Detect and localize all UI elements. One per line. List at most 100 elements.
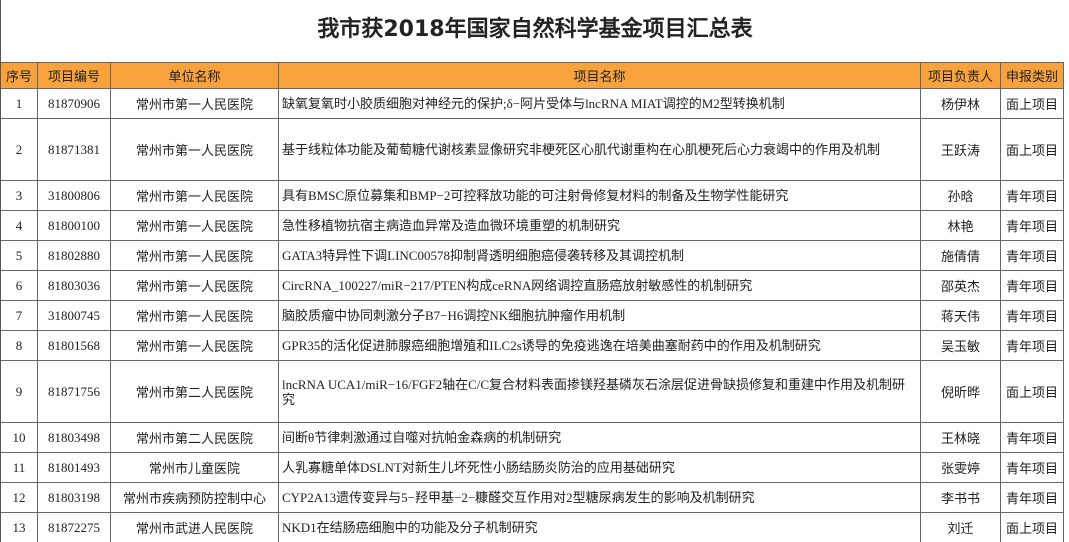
leader: 王林晓 <box>920 422 1001 453</box>
project-id: 81872275 <box>37 512 111 542</box>
category: 面上项目 <box>1000 88 1064 119</box>
project-name: 脑胶质瘤中协同刺激分子B7−H6调控NK细胞抗肿瘤作用机制 <box>278 300 921 331</box>
leader: 吴玉敏 <box>920 330 1001 361</box>
project-id: 81801568 <box>37 330 111 361</box>
table-row: 9 81871756 常州市第二人民医院 lncRNA UCA1/miR−16/FGF… <box>1 360 1064 423</box>
project-name: 具有BMSC原位募集和BMP−2可控释放功能的可注射骨修复材料的制备及生物学性能… <box>278 180 921 211</box>
category: 青年项目 <box>1000 180 1064 211</box>
unit-name: 常州市第二人民医院 <box>110 422 279 453</box>
project-id: 31800745 <box>37 300 111 331</box>
summary-table: 序号 项目编号 单位名称 项目名称 项目负责人 申报类别 1 81870906 常州市第一人民… <box>1 62 1064 542</box>
header-row: 序号 项目编号 单位名称 项目名称 项目负责人 申报类别 <box>1 62 1064 89</box>
unit-name: 常州市第一人民医院 <box>110 300 279 331</box>
project-name: 人乳寡糖单体DSLNT对新生儿坏死性小肠结肠炎防治的应用基础研究 <box>278 452 921 483</box>
row-number: 12 <box>1 482 38 513</box>
category: 面上项目 <box>1000 512 1064 542</box>
project-id: 81800100 <box>37 210 111 241</box>
row-number: 3 <box>1 180 38 211</box>
category: 青年项目 <box>1000 300 1064 331</box>
project-id: 81803198 <box>37 482 111 513</box>
project-name: GATA3特异性下调LINC00578抑制肾透明细胞癌侵袭转移及其调控机制 <box>278 240 921 271</box>
row-number: 5 <box>1 240 38 271</box>
unit-name: 常州市第二人民医院 <box>110 360 279 423</box>
row-number: 2 <box>1 118 38 181</box>
project-id: 81802880 <box>37 240 111 271</box>
unit-name: 常州市儿童医院 <box>110 452 279 483</box>
title: 我市获2018年国家自然科学基金项目汇总表 <box>317 17 753 42</box>
row-number: 13 <box>1 512 38 542</box>
leader: 邵英杰 <box>920 270 1001 301</box>
unit-name: 常州市第一人民医院 <box>110 118 279 181</box>
leader: 张雯婷 <box>920 452 1001 483</box>
leader: 王跃涛 <box>920 118 1001 181</box>
row-number: 1 <box>1 88 38 119</box>
unit-name: 常州市第一人民医院 <box>110 210 279 241</box>
column-header: 项目编号 <box>37 62 111 89</box>
table-row: 6 81803036 常州市第一人民医院 CircRNA_100227/miR−217… <box>1 270 1064 301</box>
unit-name: 常州市第一人民医院 <box>110 180 279 211</box>
unit-name: 常州市第一人民医院 <box>110 270 279 301</box>
column-header: 序号 <box>1 62 38 89</box>
row-number: 9 <box>1 360 38 423</box>
leader: 刘迁 <box>920 512 1001 542</box>
category: 青年项目 <box>1000 452 1064 483</box>
table-row: 13 81872275 常州市武进人民医院 NKD1在结肠癌细胞中的功能及分子机制研究… <box>1 512 1064 542</box>
table-row: 7 31800745 常州市第一人民医院 脑胶质瘤中协同刺激分子B7−H6调控NK细胞… <box>1 300 1064 331</box>
row-number: 11 <box>1 452 38 483</box>
row-number: 4 <box>1 210 38 241</box>
leader: 杨伊林 <box>920 88 1001 119</box>
table-row: 3 31800806 常州市第一人民医院 具有BMSC原位募集和BMP−2可控释放功能… <box>1 180 1064 211</box>
unit-name: 常州市武进人民医院 <box>110 512 279 542</box>
table-row: 5 81802880 常州市第一人民医院 GATA3特异性下调LINC00578抑制肾… <box>1 240 1064 271</box>
table-row: 2 81871381 常州市第一人民医院 基于线粒体功能及葡萄糖代谢核素显像研究非梗死… <box>1 118 1064 181</box>
category: 青年项目 <box>1000 482 1064 513</box>
table-row: 4 81800100 常州市第一人民医院 急性移植物抗宿主病造血异常及造血微环境重塑的… <box>1 210 1064 241</box>
unit-name: 常州市第一人民医院 <box>110 240 279 271</box>
column-header: 申报类别 <box>1000 62 1064 89</box>
column-header: 项目名称 <box>278 62 921 89</box>
category: 青年项目 <box>1000 330 1064 361</box>
project-id: 31800806 <box>37 180 111 211</box>
table-row: 11 81801493 常州市儿童医院 人乳寡糖单体DSLNT对新生儿坏死性小肠结肠炎… <box>1 452 1064 483</box>
unit-name: 常州市疾病预防控制中心 <box>110 482 279 513</box>
table-row: 8 81801568 常州市第一人民医院 GPR35的活化促进肺腺癌细胞增殖和ILC2… <box>1 330 1064 361</box>
project-id: 81871756 <box>37 360 111 423</box>
project-id: 81871381 <box>37 118 111 181</box>
category: 青年项目 <box>1000 210 1064 241</box>
project-id: 81801493 <box>37 452 111 483</box>
project-name: 间断θ节律刺激通过自噬对抗帕金森病的机制研究 <box>278 422 921 453</box>
project-name: CircRNA_100227/miR−217/PTEN构成ceRNA网络调控直肠… <box>278 270 921 301</box>
row-number: 8 <box>1 330 38 361</box>
project-name: 基于线粒体功能及葡萄糖代谢核素显像研究非梗死区心肌代谢重构在心肌梗死后心力衰竭中… <box>278 118 921 181</box>
leader: 蒋天伟 <box>920 300 1001 331</box>
table-body: 1 81870906 常州市第一人民医院 缺氧复氧时小胶质细胞对神经元的保护;δ−阿片… <box>1 88 1064 542</box>
leader: 孙晗 <box>920 180 1001 211</box>
project-name: 缺氧复氧时小胶质细胞对神经元的保护;δ−阿片受体与lncRNA MIAT调控的M… <box>278 88 921 119</box>
project-name: lncRNA UCA1/miR−16/FGF2轴在C/C复合材料表面掺镁羟基磷灰… <box>278 360 921 423</box>
category: 青年项目 <box>1000 240 1064 271</box>
unit-name: 常州市第一人民医院 <box>110 88 279 119</box>
project-name: CYP2A13遗传变异与5−羟甲基−2−糠醛交互作用对2型糖尿病发生的影响及机制… <box>278 482 921 513</box>
table-row: 1 81870906 常州市第一人民医院 缺氧复氧时小胶质细胞对神经元的保护;δ−阿片… <box>1 88 1064 119</box>
project-name: NKD1在结肠癌细胞中的功能及分子机制研究 <box>278 512 921 542</box>
category: 青年项目 <box>1000 422 1064 453</box>
category: 面上项目 <box>1000 118 1064 181</box>
project-name: GPR35的活化促进肺腺癌细胞增殖和ILC2s诱导的免疫逃逸在培美曲塞耐药中的作… <box>278 330 921 361</box>
column-header: 项目负责人 <box>920 62 1001 89</box>
unit-name: 常州市第一人民医院 <box>110 330 279 361</box>
row-number: 6 <box>1 270 38 301</box>
category: 青年项目 <box>1000 270 1064 301</box>
project-id: 81803036 <box>37 270 111 301</box>
table-row: 10 81803498 常州市第二人民医院 间断θ节律刺激通过自噬对抗帕金森病的机制研… <box>1 422 1064 453</box>
project-id: 81870906 <box>37 88 111 119</box>
category: 面上项目 <box>1000 360 1064 423</box>
project-id: 81803498 <box>37 422 111 453</box>
leader: 倪昕晔 <box>920 360 1001 423</box>
leader: 林艳 <box>920 210 1001 241</box>
project-name: 急性移植物抗宿主病造血异常及造血微环境重塑的机制研究 <box>278 210 921 241</box>
row-number: 10 <box>1 422 38 453</box>
row-number: 7 <box>1 300 38 331</box>
leader: 李书书 <box>920 482 1001 513</box>
table-row: 12 81803198 常州市疾病预防控制中心 CYP2A13遗传变异与5−羟甲基−2… <box>1 482 1064 513</box>
